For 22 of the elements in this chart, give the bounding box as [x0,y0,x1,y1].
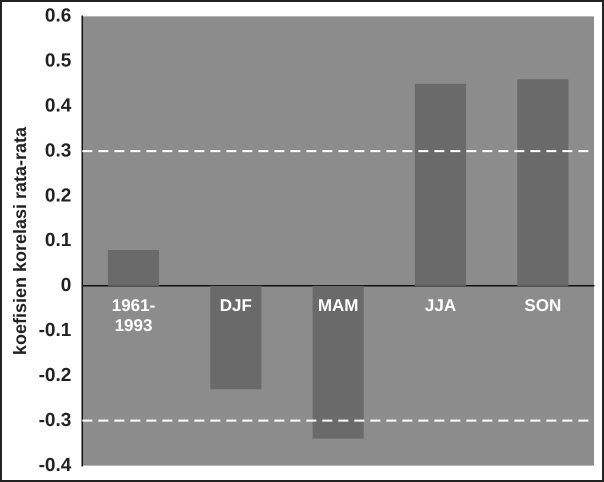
x-tick-label: JJA [424,296,456,316]
bar [312,286,364,439]
bar [108,250,160,286]
y-axis-title: koefisien korelasi rata-rata [10,126,30,356]
x-tick-label: SON [524,296,562,316]
x-tick-label: DJF [220,296,252,316]
y-tick-label: -0.3 [38,410,72,431]
y-tick-label: -0.4 [38,454,72,476]
y-tick-label: -0.1 [38,320,72,342]
bar [414,84,466,286]
y-tick-label: 0.5 [44,50,72,72]
y-tick-label: 0.3 [44,140,72,162]
bar [517,79,568,286]
y-tick-label: 0 [60,275,72,296]
y-tick-label: 0.1 [44,230,72,252]
x-tick-label: MAM [318,296,358,316]
y-tick-label: 0.4 [44,95,72,116]
y-tick-label: 0.6 [44,6,72,27]
x-tick-label: 1961-1993 [112,296,156,336]
y-tick-label: -0.2 [38,364,72,386]
bar [210,286,262,390]
y-tick-label: 0.2 [44,185,72,206]
